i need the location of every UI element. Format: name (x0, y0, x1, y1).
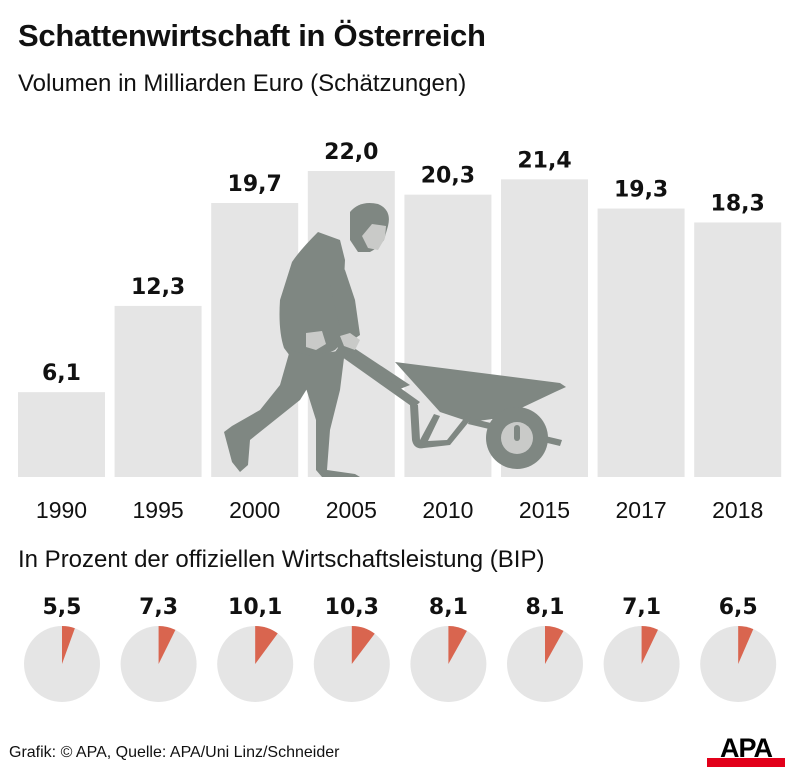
source-note: Grafik: © APA, Quelle: APA/Uni Linz/Schn… (9, 744, 340, 761)
pie-2017 (603, 626, 680, 702)
bar-value-label: 22,0 (324, 140, 378, 165)
pie-slice (448, 626, 467, 664)
bar-value-labels: 6,1 12,3 19,7 22,0 20,3 21,4 19,3 18,3 (42, 140, 765, 386)
wheelbarrow-legs (410, 405, 472, 449)
x-tick-label: 2017 (616, 497, 667, 523)
x-tick-label: 2005 (326, 497, 377, 523)
pie-2000 (217, 626, 294, 702)
x-axis-tick-labels: 1990 1995 2000 2005 2010 2015 2017 2018 (36, 497, 763, 523)
wheelbarrow-tray (395, 362, 566, 422)
pie-2015 (507, 626, 583, 702)
wheelbarrow-handle (337, 340, 410, 389)
pie-2010 (410, 626, 487, 702)
bar-value-label: 21,4 (517, 148, 571, 173)
worker-wheelbarrow-illustration (224, 203, 566, 477)
pie-2005 (313, 626, 390, 702)
pie-slice (641, 626, 658, 664)
pie-slice (62, 626, 75, 664)
worker-face (362, 224, 386, 250)
bar-value-label: 19,7 (228, 172, 282, 197)
pie-value-label: 10,3 (325, 595, 379, 620)
pie-charts (24, 626, 777, 702)
bar-value-label: 18,3 (711, 191, 765, 216)
x-tick-label: 2010 (422, 497, 473, 523)
pie-slice (255, 626, 278, 664)
worker-front-leg (305, 350, 360, 477)
apa-logo-red-bar (707, 758, 785, 767)
pie-value-labels: 5,5 7,3 10,1 10,3 8,1 8,1 7,1 6,5 (43, 595, 758, 620)
x-tick-label: 1990 (36, 497, 87, 523)
pie-slice (351, 626, 375, 664)
pie-value-label: 8,1 (429, 595, 468, 620)
pie-value-label: 7,1 (622, 595, 661, 620)
bar-series (18, 171, 782, 478)
pie-value-label: 8,1 (526, 595, 565, 620)
x-tick-label: 2018 (712, 497, 763, 523)
worker-hand-right (340, 333, 360, 350)
bar-value-label: 12,3 (131, 275, 185, 300)
worker-hand-left (306, 331, 326, 350)
pie-value-label: 7,3 (139, 595, 178, 620)
bar-value-label: 19,3 (614, 178, 668, 203)
bar-2017 (597, 208, 685, 477)
worker-arm (330, 250, 360, 345)
pie-slice (158, 626, 176, 664)
bar-value-label: 6,1 (42, 361, 81, 386)
bar-1990 (18, 392, 105, 477)
pie-slice (738, 626, 754, 664)
x-tick-label: 1995 (133, 497, 184, 523)
bar-value-label: 20,3 (421, 164, 475, 189)
chart-title: Schattenwirtschaft in Österreich (18, 18, 486, 53)
wheelbarrow-axle (514, 425, 520, 441)
pie-section-title: In Prozent der offiziellen Wirtschaftsle… (18, 546, 545, 573)
pie-base (217, 626, 294, 702)
pie-slice (545, 626, 564, 664)
pie-1990 (24, 626, 100, 702)
x-tick-label: 2000 (229, 497, 280, 523)
pie-1995 (120, 626, 197, 702)
chart-subtitle: Volumen in Milliarden Euro (Schätzungen) (18, 70, 467, 97)
pie-value-label: 6,5 (719, 595, 758, 620)
pie-value-label: 10,1 (228, 595, 282, 620)
pie-value-label: 5,5 (43, 595, 82, 620)
bar-2018 (694, 222, 782, 477)
wheelbarrow-handle-lower (335, 345, 420, 408)
apa-logo-text: APA (719, 733, 773, 763)
pie-2018 (700, 626, 777, 702)
worker-back-leg (224, 350, 325, 472)
bar-1995 (114, 305, 202, 477)
apa-logo: APA (707, 735, 785, 769)
x-tick-label: 2015 (519, 497, 570, 523)
